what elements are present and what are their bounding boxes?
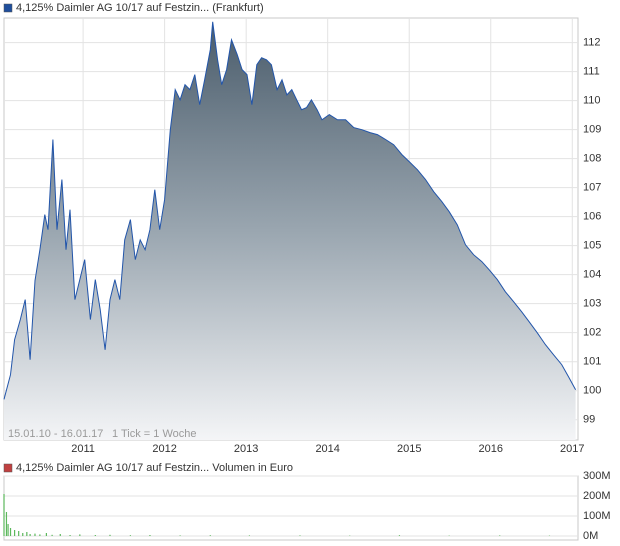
volume-bar [26, 532, 28, 536]
volume-bar [34, 533, 36, 536]
volume-bar [5, 512, 8, 536]
y-tick-label: 110 [583, 95, 601, 107]
volume-bar [22, 533, 24, 536]
volume-bar [45, 533, 47, 536]
y-tick-label: 112 [583, 37, 601, 49]
annotation: 15.01.10 - 16.01.17 [8, 428, 103, 440]
y-tick-label: 200M [583, 490, 611, 502]
volume-bar [3, 494, 5, 536]
legend-swatch [3, 463, 13, 473]
legend-swatch [3, 3, 13, 13]
price-line [3, 21, 577, 400]
x-tick-label: 2017 [560, 443, 584, 455]
volume-bar [499, 535, 501, 536]
volume-bar [29, 534, 31, 536]
legend-label: 4,125% Daimler AG 10/17 auf Festzin... V… [16, 462, 293, 474]
y-tick-label: 101 [583, 356, 601, 368]
y-tick-label: 100 [583, 385, 601, 397]
plot-frame [3, 475, 579, 541]
y-tick-label: 106 [583, 211, 601, 223]
x-tick-label: 2015 [397, 443, 421, 455]
price-area [4, 21, 576, 441]
volume-bar [398, 535, 401, 536]
x-tick-label: 2016 [479, 443, 503, 455]
volume-bar [149, 535, 151, 536]
volume-bar [39, 534, 41, 536]
volume-bar [248, 535, 251, 536]
volume-bar [299, 535, 301, 536]
volume-bar [179, 535, 181, 536]
y-tick-label: 104 [583, 269, 601, 281]
y-tick-label: 100M [583, 510, 611, 522]
y-tick-label: 103 [583, 298, 601, 310]
y-tick-label: 99 [583, 414, 595, 426]
x-tick-label: 2011 [71, 443, 95, 455]
annotation: 1 Tick = 1 Woche [112, 428, 196, 440]
y-tick-label: 109 [583, 124, 601, 136]
y-tick-label: 111 [583, 66, 600, 78]
y-tick-label: 102 [583, 327, 601, 339]
volume-bar [109, 534, 111, 536]
y-tick-label: 0M [583, 530, 598, 542]
volume-bar [9, 528, 12, 536]
volume-bar [129, 535, 131, 536]
y-tick-label: 107 [583, 182, 601, 194]
y-tick-label: 300M [583, 470, 611, 482]
volume-bar [94, 535, 96, 536]
volume-bar [13, 530, 16, 536]
y-tick-label: 108 [583, 153, 601, 165]
volume-bar [18, 531, 20, 536]
volume-bar [69, 535, 71, 536]
volume-bar [51, 534, 53, 536]
x-tick-label: 2014 [315, 443, 339, 455]
y-tick-label: 105 [583, 240, 601, 252]
volume-bar [79, 534, 81, 536]
x-tick-label: 2013 [234, 443, 258, 455]
volume-bar [59, 534, 61, 536]
volume-bar [209, 535, 211, 536]
legend-label: 4,125% Daimler AG 10/17 auf Festzin... (… [16, 2, 264, 14]
x-tick-label: 2012 [152, 443, 176, 455]
volume-bar [7, 524, 9, 536]
